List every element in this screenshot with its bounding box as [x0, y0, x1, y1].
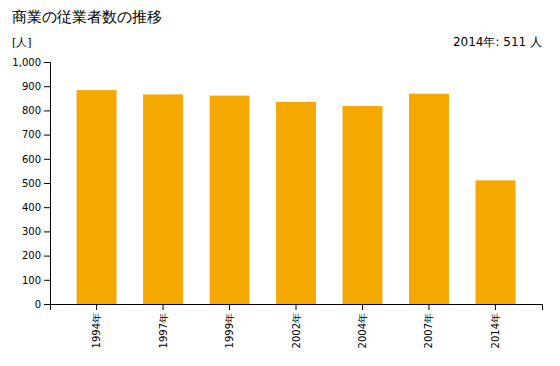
x-tick-mark: [362, 304, 363, 310]
y-tick: 400: [22, 202, 50, 213]
y-tick: 0: [35, 299, 50, 310]
x-tick-mark: [163, 304, 164, 310]
y-tick: 300: [22, 226, 50, 237]
x-axis-line: [51, 305, 543, 311]
y-tick-mark: [44, 62, 50, 63]
y-tick-mark: [44, 280, 50, 281]
x-tick-label: 2004年: [357, 313, 368, 348]
bar: [343, 106, 383, 304]
y-tick-label: 700: [22, 129, 41, 140]
title: 商業の従業者数の推移: [12, 8, 162, 26]
y-tick-label: 1,000: [12, 57, 41, 68]
bar: [77, 90, 117, 304]
y-tick: 500: [22, 178, 50, 189]
y-tick-mark: [44, 231, 50, 232]
y-tick: 200: [22, 250, 50, 261]
x-tick-label: 1997年: [158, 313, 169, 348]
bar: [276, 102, 316, 304]
y-tick: 800: [22, 105, 50, 116]
y-axis: 0 100 200 300 400 500 600 700 800 900 1,000: [12, 57, 50, 310]
y-tick: 100: [22, 275, 50, 286]
x-tick-mark: [229, 304, 230, 310]
bar: [476, 180, 516, 304]
x-tick: 1999年: [224, 304, 235, 348]
y-tick-mark: [44, 110, 50, 111]
y-axis-label: [人]: [12, 36, 32, 49]
x-axis: 1994年 1997年 1999年 2002年 2004年 2007年 2014年: [51, 304, 543, 348]
x-tick: 1994年: [91, 304, 102, 348]
y-tick: 700: [22, 129, 50, 140]
x-tick: 2014年: [490, 304, 501, 348]
y-axis-line: [44, 63, 51, 305]
x-tick: 2002年: [291, 304, 302, 348]
y-tick-mark: [44, 207, 50, 208]
x-tick-mark: [96, 304, 97, 310]
x-tick: 2007年: [423, 304, 434, 348]
x-tick-mark: [495, 304, 496, 310]
annotation: 2014年: 511 人: [453, 35, 542, 49]
chart-svg: 01002003004005006007008009001,0001994年19…: [0, 0, 560, 366]
y-tick-mark: [44, 159, 50, 160]
y-tick-label: 500: [22, 178, 41, 189]
x-tick-label: 2002年: [291, 313, 302, 348]
y-tick-label: 100: [22, 275, 41, 286]
y-tick-mark: [44, 256, 50, 257]
y-tick-mark: [44, 135, 50, 136]
y-tick-label: 400: [22, 202, 41, 213]
bar: [409, 94, 449, 304]
y-tick: 900: [22, 81, 50, 92]
plot-area: 01002003004005006007008009001,0001994年19…: [12, 57, 542, 349]
x-tick: 2004年: [357, 304, 368, 348]
y-tick-label: 0: [35, 299, 41, 310]
y-tick-mark: [44, 304, 50, 305]
y-tick: 600: [22, 154, 50, 165]
bar: [143, 94, 183, 304]
bars: [77, 90, 516, 304]
y-tick-label: 900: [22, 81, 41, 92]
x-tick: 1997年: [158, 304, 169, 348]
y-tick-mark: [44, 86, 50, 87]
y-tick-label: 800: [22, 105, 41, 116]
x-tick-mark: [296, 304, 297, 310]
y-tick-label: 600: [22, 154, 41, 165]
y-tick-mark: [44, 183, 50, 184]
x-tick-label: 2007年: [423, 313, 434, 348]
x-tick-mark: [428, 304, 429, 310]
x-tick-label: 1994年: [91, 313, 102, 348]
x-tick-label: 2014年: [490, 313, 501, 348]
y-tick-label: 300: [22, 226, 41, 237]
x-tick-label: 1999年: [224, 313, 235, 348]
y-tick: 1,000: [12, 57, 50, 68]
bar: [210, 96, 250, 304]
y-tick-label: 200: [22, 250, 41, 261]
